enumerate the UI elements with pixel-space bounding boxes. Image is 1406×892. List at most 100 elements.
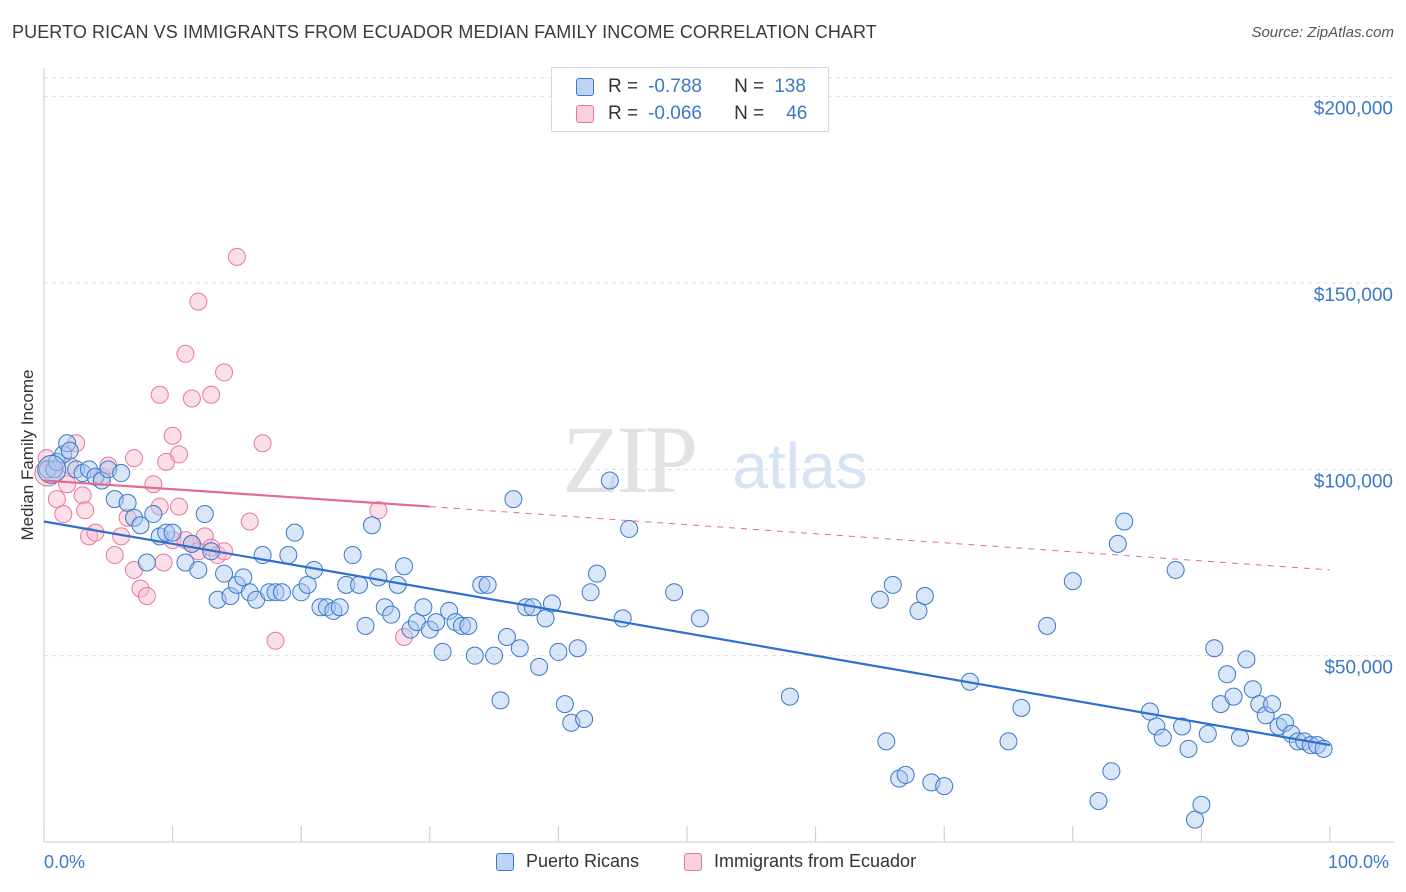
puerto-rican-point — [1192, 795, 1211, 814]
ecuador-trend-line — [43, 479, 430, 508]
puerto-rican-point — [420, 620, 439, 639]
puerto-rican-point — [613, 609, 632, 628]
puerto-rican-point — [350, 575, 369, 594]
puerto-rican-point — [279, 546, 298, 565]
ecuador-point — [137, 587, 156, 606]
ecuador-point — [170, 497, 189, 516]
puerto-rican-point — [356, 616, 375, 635]
puerto-rican-point — [1153, 728, 1172, 747]
puerto-rican-point — [1185, 810, 1204, 829]
puerto-rican-point — [877, 732, 896, 751]
legend-row-immigrants-from-ecuador: R = -0.066 N = 46 — [576, 102, 807, 126]
puerto-rican-point — [369, 568, 388, 587]
puerto-rican-point — [1038, 616, 1057, 635]
puerto-rican-point — [459, 616, 478, 635]
puerto-rican-point — [1166, 560, 1185, 579]
y-tick-label: $200,000 — [1314, 99, 1393, 120]
legend-item-immigrants-from-ecuador: Immigrants from Ecuador — [684, 851, 916, 872]
watermark: ZIP atlas — [562, 406, 868, 513]
puerto-rican-point — [485, 646, 504, 665]
trend-lines — [43, 479, 1331, 747]
ecuador-point — [227, 247, 246, 266]
puerto-rican-point — [1147, 717, 1166, 736]
puerto-rican-point — [915, 587, 934, 606]
ecuador-point — [266, 631, 285, 650]
ecuador-point — [131, 579, 150, 598]
ecuador-point — [182, 389, 201, 408]
puerto-rican-point — [118, 493, 137, 512]
puerto-rican-point — [1179, 739, 1198, 758]
puerto-rican-point — [189, 560, 208, 579]
pink-swatch-icon — [684, 852, 702, 871]
ecuador-point — [58, 475, 77, 494]
puerto-rican-point — [433, 642, 452, 661]
puerto-rican-point — [440, 601, 459, 620]
puerto-rican-point — [215, 564, 234, 583]
chart-title: PUERTO RICAN VS IMMIGRANTS FROM ECUADOR … — [12, 22, 877, 42]
puerto-rican-trend-line — [43, 520, 1331, 747]
puerto-rican-point — [575, 710, 594, 729]
puerto-rican-point — [620, 519, 639, 538]
puerto-rican-point — [163, 523, 182, 542]
ecuador-point — [395, 628, 414, 647]
y-tick-labels: $50,000 $100,000 $150,000 $200,000 — [1314, 99, 1393, 679]
puerto-rican-point — [581, 583, 600, 602]
ecuador-point — [189, 292, 208, 311]
puerto-rican-point — [896, 765, 915, 784]
puerto-rican-point — [549, 642, 568, 661]
puerto-rican-point — [1218, 665, 1237, 684]
correlation-legend: R = -0.788 N = 138 R = -0.066 N = 46 — [551, 67, 829, 132]
puerto-rican-point — [182, 534, 201, 553]
watermark-atlas: atlas — [732, 430, 867, 502]
ecuador-point — [54, 505, 73, 524]
legend-row-puerto-ricans: R = -0.788 N = 138 — [576, 75, 806, 99]
puerto-rican-point — [1237, 650, 1256, 669]
y-tick-label: $150,000 — [1314, 285, 1393, 306]
puerto-rican-point — [1205, 639, 1224, 658]
legend-item-puerto-ricans: Puerto Ricans — [496, 851, 639, 872]
ecuador-point — [176, 344, 195, 363]
puerto-rican-point — [401, 620, 420, 639]
ecuador-point — [144, 475, 163, 494]
ecuador-point — [150, 497, 169, 516]
puerto-rican-point — [935, 777, 954, 796]
ecuador-point — [163, 426, 182, 445]
series-legend: Puerto Ricans Immigrants from Ecuador — [0, 851, 1406, 879]
puerto-rican-point — [587, 564, 606, 583]
puerto-rican-point — [343, 546, 362, 565]
series-puerto-ricans — [37, 434, 1333, 829]
ecuador-point — [253, 434, 272, 453]
puerto-rican-point — [452, 616, 471, 635]
watermark-zip: ZIP — [562, 406, 695, 513]
legend-label: Immigrants from Ecuador — [714, 851, 917, 871]
puerto-rican-point — [1230, 728, 1249, 747]
puerto-rican-point — [1063, 572, 1082, 591]
r-value: -0.788 — [648, 76, 702, 97]
n-value: 46 — [786, 103, 808, 124]
x-tick-label-max: 100.0% — [1328, 852, 1390, 872]
x-tick-label-min: 0.0% — [44, 852, 86, 872]
y-tick-label: $50,000 — [1324, 658, 1393, 679]
puerto-rican-point — [1243, 680, 1262, 699]
blue-swatch-icon — [496, 852, 514, 871]
puerto-rican-point — [1198, 724, 1217, 743]
puerto-rican-point — [414, 598, 433, 617]
ecuador-point — [170, 445, 189, 464]
puerto-rican-point — [497, 628, 516, 647]
puerto-rican-cluster-point — [37, 454, 67, 484]
ecuador-point — [105, 546, 124, 565]
puerto-rican-point — [478, 575, 497, 594]
puerto-rican-point — [555, 695, 574, 714]
puerto-rican-point — [1102, 762, 1121, 781]
puerto-rican-point — [1256, 706, 1275, 725]
ecuador-point — [76, 501, 95, 520]
n-value: 138 — [774, 76, 806, 97]
puerto-rican-point — [221, 587, 240, 606]
puerto-rican-point — [272, 583, 291, 602]
puerto-rican-point — [362, 516, 381, 535]
puerto-rican-point — [60, 441, 79, 460]
puerto-rican-point — [530, 657, 549, 676]
puerto-rican-point — [536, 609, 555, 628]
puerto-rican-point — [504, 490, 523, 509]
puerto-rican-point — [1012, 698, 1031, 717]
